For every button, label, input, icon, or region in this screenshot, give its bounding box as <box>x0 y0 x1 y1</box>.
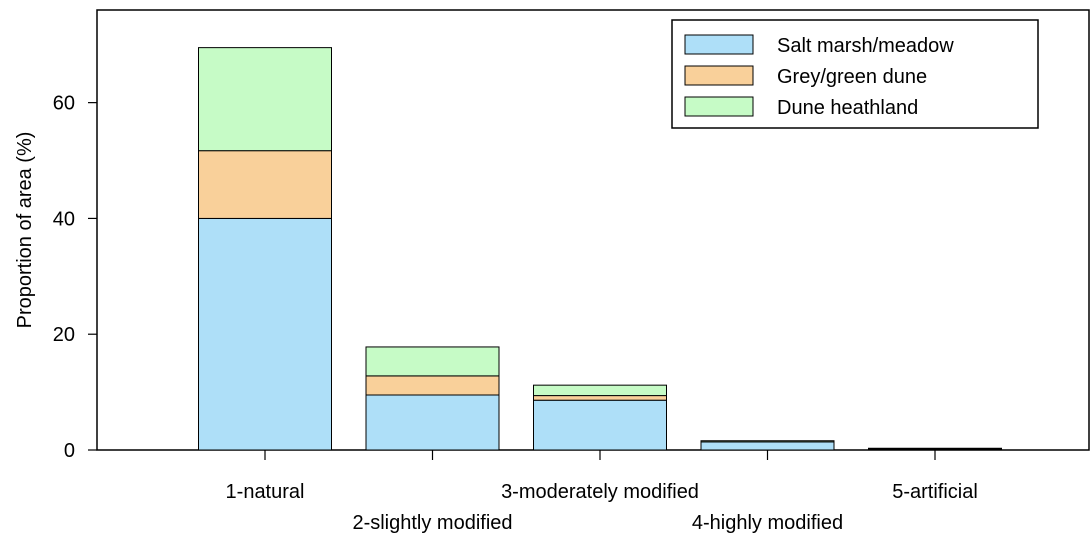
x-tick-label-1: 1-natural <box>226 481 305 503</box>
y-tick-label-4: 60 <box>53 93 75 115</box>
x-tick-label-5: 5-artificial <box>892 481 978 503</box>
bar-segment-1-cat-1 <box>198 217 332 451</box>
legend-swatch-3 <box>684 96 754 117</box>
x-axis: 1-natural 2-slightly modified 3-moderately… <box>226 450 978 534</box>
bar-segment-2-cat-2 <box>365 375 500 396</box>
bar-segment-1-cat-3 <box>533 399 667 451</box>
y-tick-label-3: 40 <box>53 208 75 230</box>
legend-swatch-2 <box>684 65 754 86</box>
bar-segment-3-cat-1 <box>198 47 332 152</box>
bar-segment-3-cat-5 <box>868 447 1002 450</box>
y-axis-title: Proportion of area (%) <box>14 132 36 329</box>
bars-group <box>198 47 1002 451</box>
legend-label-2: Grey/green dune <box>777 66 927 88</box>
bar-segment-1-cat-4 <box>700 441 835 451</box>
x-tick-label-3: 3-moderately modified <box>501 481 699 503</box>
bar-segment-2-cat-1 <box>198 150 332 219</box>
y-axis: 0 20 40 60 <box>53 93 97 462</box>
bar-segment-3-cat-3 <box>533 384 667 397</box>
bar-segment-2-cat-3 <box>533 395 667 401</box>
legend-label-3: Dune heathland <box>777 97 918 119</box>
legend-items: Salt marsh/meadow Grey/green dune Dune hea… <box>684 34 954 119</box>
legend-swatch-1 <box>684 34 754 55</box>
y-tick-label-2: 20 <box>53 324 75 346</box>
x-tick-label-4: 4-highly modified <box>692 512 843 534</box>
bar-segment-3-cat-2 <box>365 346 500 377</box>
bar-segment-3-cat-4 <box>700 440 835 443</box>
y-tick-label-1: 0 <box>64 440 75 462</box>
x-tick-label-2: 2-slightly modified <box>352 512 512 534</box>
legend-label-1: Salt marsh/meadow <box>777 35 954 57</box>
bar-segment-1-cat-2 <box>365 394 500 451</box>
legend: Salt marsh/meadow Grey/green dune Dune hea… <box>671 19 1039 129</box>
